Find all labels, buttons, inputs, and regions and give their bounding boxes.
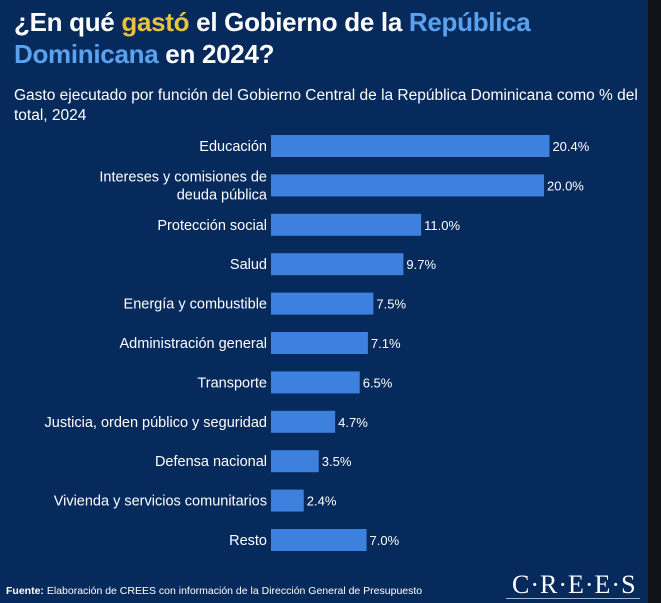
chart-subtitle: Gasto ejecutado por función del Gobierno… <box>14 87 638 124</box>
value-label: 2.4% <box>307 494 337 509</box>
category-label: Justicia, orden público y seguridad <box>45 415 267 431</box>
value-label: 11.0% <box>424 218 460 233</box>
bar <box>271 450 319 473</box>
bar <box>271 529 367 551</box>
title-highlight-country: República Dominicana <box>14 7 531 69</box>
chart-title: ¿En qué gastó el Gobierno de la Repúblic… <box>14 6 661 70</box>
source-label: Fuente: <box>6 585 44 597</box>
bar <box>271 253 404 276</box>
category-label: Educación <box>199 139 267 155</box>
title-text: el Gobierno de la <box>189 7 409 37</box>
title-text: ¿En qué <box>14 7 122 37</box>
value-label: 7.5% <box>376 297 406 312</box>
bar <box>271 371 360 394</box>
category-label: Defensa nacional <box>155 454 267 470</box>
category-label: Administración general <box>120 336 268 352</box>
bar <box>271 332 368 354</box>
value-label: 4.7% <box>338 415 368 430</box>
source-note: Fuente: Elaboración de CREES con informa… <box>6 585 422 597</box>
bar <box>271 292 374 315</box>
title-highlight-gasto: gastó <box>121 7 190 37</box>
value-label: 9.7% <box>406 257 436 272</box>
category-label: deuda pública <box>177 187 268 203</box>
category-label: Salud <box>230 257 267 273</box>
bar <box>271 489 304 512</box>
bar <box>271 135 550 157</box>
category-label: Intereses y comisiones de <box>99 169 267 185</box>
bar-chart: Educación 20.4% Intereses y comisiones de d… <box>45 135 590 551</box>
bar <box>271 213 422 236</box>
value-label: 20.0% <box>547 178 584 193</box>
title-text: en 2024? <box>158 39 275 69</box>
source-text: Elaboración de CREES con información de … <box>43 585 423 597</box>
category-label: Energía y combustible <box>124 297 267 313</box>
category-label: Vivienda y servicios comunitarios <box>54 494 267 510</box>
category-label: Protección social <box>157 218 267 234</box>
category-label: Resto <box>229 533 267 549</box>
value-label: 6.5% <box>363 375 393 390</box>
value-label: 20.4% <box>552 139 589 154</box>
crees-logo: C·R·E·E·S <box>512 570 637 599</box>
logo-underline <box>506 598 640 599</box>
bar <box>271 410 336 433</box>
value-label: 7.1% <box>371 336 401 351</box>
category-label: Transporte <box>197 375 267 391</box>
bar <box>271 174 544 197</box>
value-label: 7.0% <box>370 533 400 548</box>
value-label: 3.5% <box>322 454 352 469</box>
